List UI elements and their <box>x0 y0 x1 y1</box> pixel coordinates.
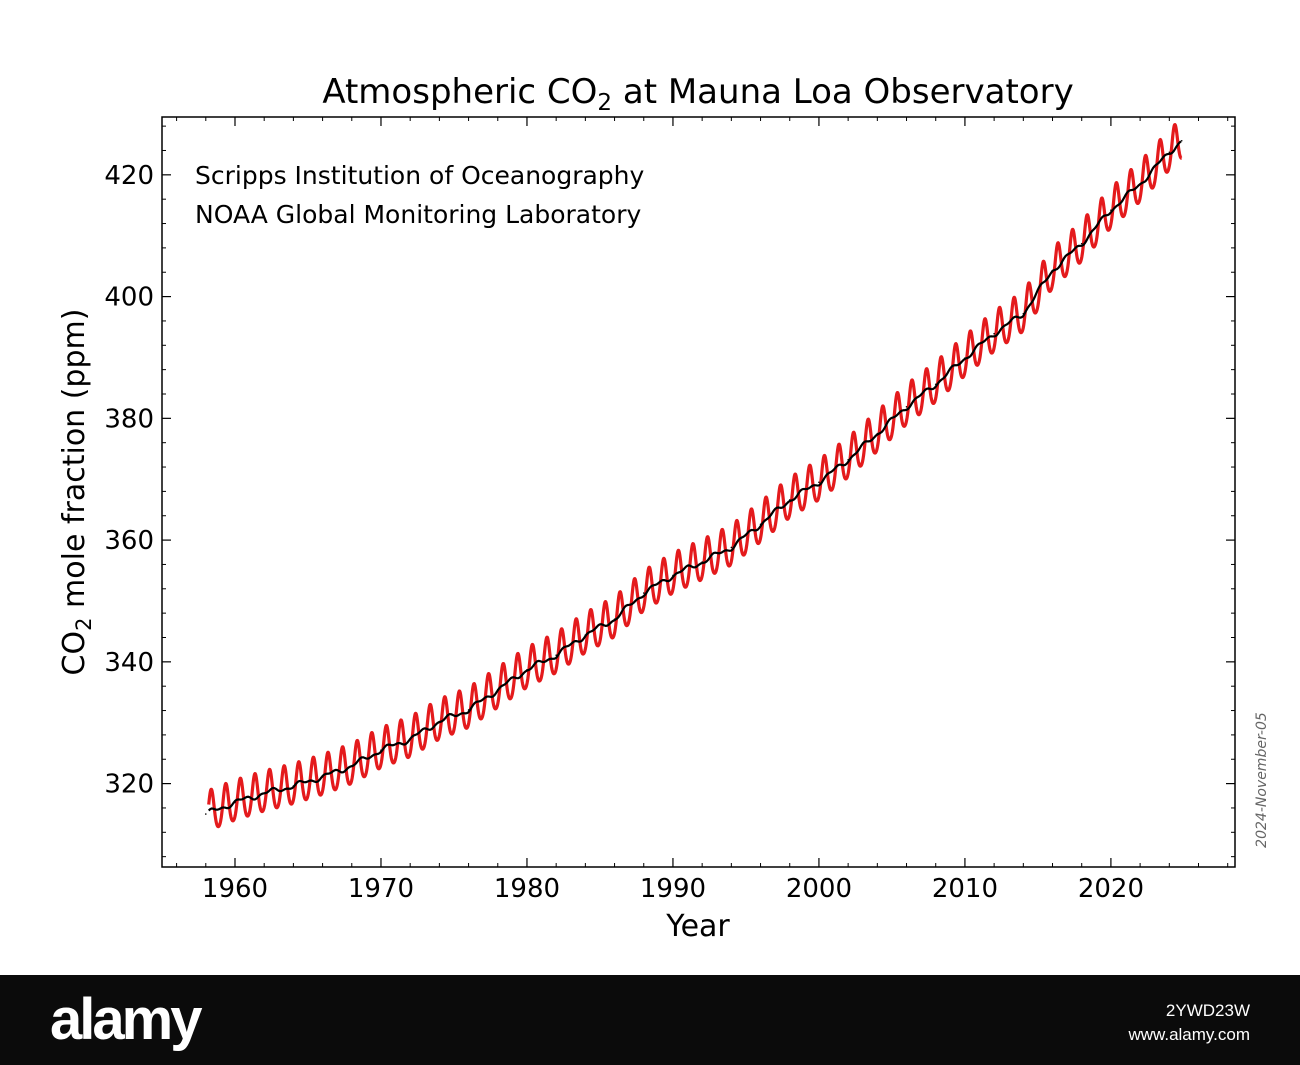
annotation-line-1: Scripps Institution of Oceanography <box>195 161 645 190</box>
trend-point <box>321 776 324 778</box>
co2-chart: Atmospheric CO2 at Mauna Loa Observatory… <box>57 72 1270 944</box>
trend-point <box>467 709 470 711</box>
x-tick-label-2020: 2020 <box>1078 874 1144 904</box>
trend-point <box>350 765 353 767</box>
trend-point <box>205 813 207 815</box>
y-tick-label-360: 360 <box>104 526 154 556</box>
trend-point <box>263 792 265 795</box>
trend-point <box>964 357 966 359</box>
chart-title: Atmospheric CO2 at Mauna Loa Observatory <box>322 72 1073 116</box>
trend-point <box>759 523 762 526</box>
trend-point <box>1051 269 1054 272</box>
trend-point <box>672 574 674 577</box>
trend-point <box>1139 183 1141 185</box>
trend-point <box>292 785 295 787</box>
plot-frame <box>161 116 1236 868</box>
y-tick-label-420: 420 <box>104 161 154 191</box>
trend-point <box>613 618 616 621</box>
trend-point <box>496 689 499 691</box>
x-tick-label-2010: 2010 <box>932 874 998 904</box>
image-id: 2YWD23W <box>1165 1001 1250 1020</box>
x-tick-label-1960: 1960 <box>202 874 268 904</box>
y-axis-label: CO2 mole fraction (ppm) <box>57 309 96 676</box>
trend-point <box>847 458 849 461</box>
site-url: www.alamy.com <box>1128 1025 1250 1044</box>
trend-point <box>1168 151 1171 154</box>
x-axis: 1960 1970 1980 1990 2000 2010 2020 <box>176 117 1229 904</box>
trend-point <box>1110 209 1112 211</box>
x-axis-label: Year <box>665 909 730 944</box>
y-tick-label-340: 340 <box>104 648 154 678</box>
trend-point <box>905 405 908 408</box>
trend-point <box>1022 312 1025 315</box>
x-tick-label-1980: 1980 <box>494 874 560 904</box>
y-axis: 320 340 360 380 400 420 <box>104 125 1235 858</box>
trend-point <box>934 383 937 386</box>
annotation-line-2: NOAA Global Monitoring Laboratory <box>195 200 642 229</box>
trend-point <box>788 499 791 501</box>
trend-point <box>380 749 382 751</box>
y-tick-label-380: 380 <box>104 404 154 434</box>
trend-point <box>730 546 733 549</box>
trend-point <box>555 654 557 656</box>
trend-point <box>642 592 645 594</box>
trend-point <box>584 634 587 636</box>
monthly-mean-line <box>207 123 1183 829</box>
trend-line <box>207 140 1182 812</box>
trend-point <box>1080 242 1083 245</box>
x-tick-label-1970: 1970 <box>348 874 414 904</box>
footer-bar: alamy 2YWD23W www.alamy.com <box>0 975 1300 1065</box>
trend-point <box>993 332 995 335</box>
series-layer <box>205 123 1183 829</box>
x-tick-label-2000: 2000 <box>786 874 852 904</box>
x-tick-label-1990: 1990 <box>640 874 706 904</box>
trend-point <box>876 432 879 435</box>
trend-point <box>234 801 236 804</box>
y-tick-label-400: 400 <box>104 283 154 313</box>
y-tick-label-320: 320 <box>104 770 154 800</box>
trend-point <box>701 561 703 563</box>
trend-point <box>1180 139 1183 142</box>
trend-point <box>438 720 441 723</box>
trend-point <box>409 738 411 740</box>
stock-info: 2YWD23W www.alamy.com <box>1128 999 1250 1047</box>
trend-point <box>526 668 528 671</box>
date-stamp: 2024-November-05 <box>1254 712 1270 848</box>
trend-point <box>818 481 820 484</box>
brand-logo: alamy <box>50 987 202 1052</box>
